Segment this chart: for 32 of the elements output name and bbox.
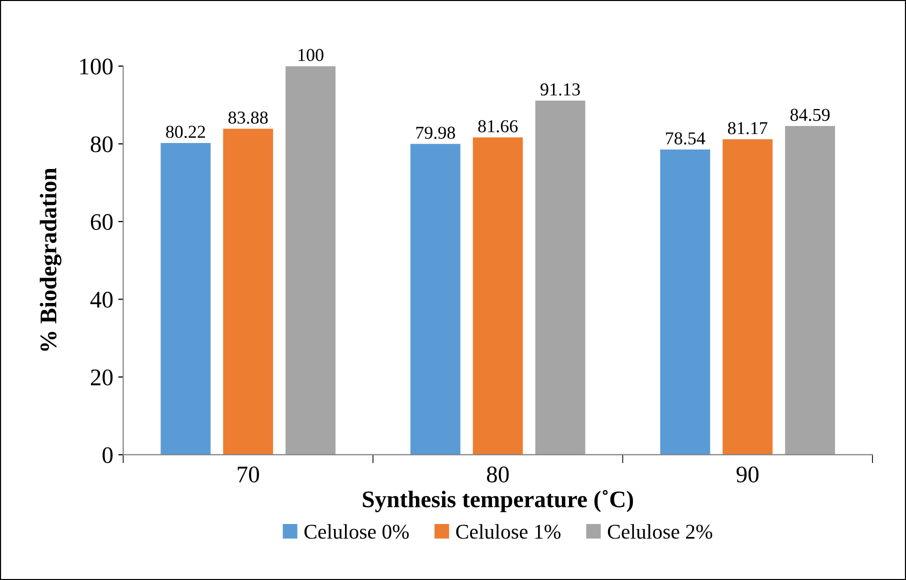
bar [660, 150, 710, 455]
data-label: 84.59 [790, 108, 830, 122]
legend-label: Celulose 0% [304, 524, 409, 539]
data-label: 83.88 [228, 112, 268, 124]
bar [722, 139, 773, 455]
data-label: 78.54 [666, 132, 706, 145]
x-tick-label: 70 [238, 466, 259, 482]
bar [535, 100, 586, 455]
legend-label: Celulose 2% [608, 524, 712, 539]
bar [223, 128, 274, 455]
x-tick-label: 90 [736, 466, 759, 482]
y-tick-label: 80 [90, 136, 113, 152]
y-tick-label: 60 [90, 214, 113, 230]
data-label: 100 [298, 48, 324, 62]
bar [472, 137, 523, 455]
y-axis-title: % Biodegradation [40, 168, 62, 351]
data-label: 80.22 [166, 126, 205, 138]
data-label: 79.98 [416, 126, 456, 139]
x-axis-title: Synthesis temperature (˚C) [362, 490, 633, 512]
x-tick-label: 80 [486, 466, 509, 482]
y-tick-label: 0 [102, 447, 113, 464]
y-tick-label: 100 [80, 58, 113, 75]
y-tick-label: 20 [90, 369, 113, 386]
bar [410, 144, 460, 455]
data-label: 91.13 [540, 83, 580, 96]
bar [785, 126, 836, 455]
data-label: 81.17 [728, 122, 768, 134]
y-tick-label: 40 [90, 292, 113, 308]
bar [160, 142, 211, 455]
legend-label: Celulose 1% [456, 524, 560, 539]
bar [286, 66, 336, 455]
data-label: 81.66 [478, 120, 518, 132]
